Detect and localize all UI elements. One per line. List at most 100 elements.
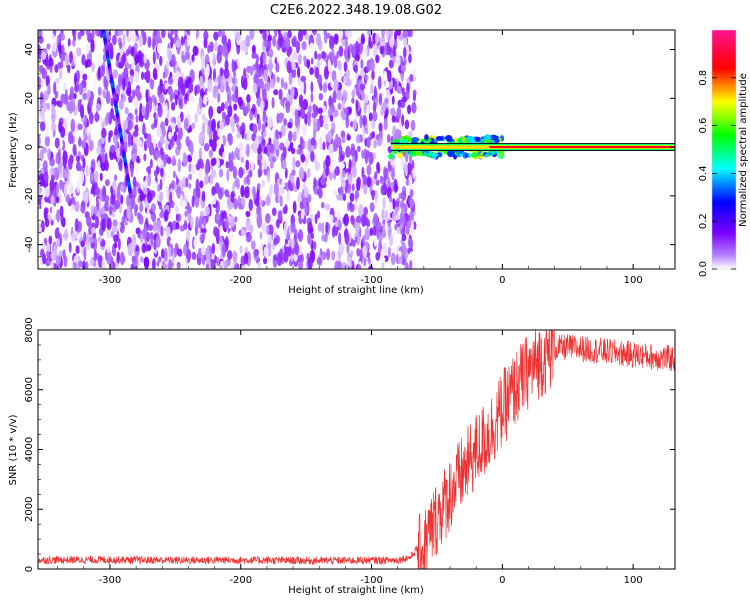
spectrogram-noise-cell xyxy=(249,110,253,121)
figure-title: C2E6.2022.348.19.08.G02 xyxy=(270,3,442,18)
spectrogram-noise-cell xyxy=(261,221,268,234)
spectrogram-noise-cell xyxy=(348,158,352,173)
spectrogram-noise-cell xyxy=(394,30,398,41)
spectrogram-noise-cell xyxy=(168,246,172,259)
tone-blob xyxy=(494,138,500,143)
spectrogram-noise-cell xyxy=(201,113,206,121)
spectrogram-noise-cell xyxy=(195,216,200,228)
spectrogram-noise-cell xyxy=(274,138,279,151)
spectrogram-noise-cell xyxy=(359,114,363,129)
spectrogram-noise-cell xyxy=(307,256,313,269)
spectrogram-noise-cell xyxy=(88,96,93,109)
spectrogram-x-label: Height of straight line (km) xyxy=(288,285,424,296)
spectrogram-noise-cell xyxy=(369,57,374,71)
spectrogram-noise-cell xyxy=(159,191,163,204)
spectrogram-noise-cell xyxy=(297,194,302,204)
spectrogram-noise-cell xyxy=(311,30,316,34)
spectrogram-noise-cell xyxy=(266,225,270,236)
spectrogram-noise-cell xyxy=(130,241,136,251)
spectrogram-noise-cell xyxy=(106,245,111,254)
spectrogram-noise-cell xyxy=(388,59,394,69)
snr-frame xyxy=(37,329,676,570)
spectrogram-noise-cell xyxy=(222,151,225,159)
spectrogram-x-tick-label: -300 xyxy=(99,275,122,286)
spectrogram-noise-cell xyxy=(105,90,111,105)
spectrogram-noise-cell xyxy=(295,160,301,168)
spectrogram-noise-cell xyxy=(71,59,75,67)
spectrogram-noise-cell xyxy=(208,130,213,140)
tone-blob xyxy=(444,134,453,141)
spectrogram-noise-cell xyxy=(362,174,368,186)
spectrogram-noise-cell xyxy=(156,206,160,216)
spectrogram-noise-cell xyxy=(294,109,299,119)
spectrogram-noise-cell xyxy=(140,232,144,244)
spectrogram-noise-cell xyxy=(389,195,393,203)
spectrogram-noise-cell xyxy=(291,61,296,71)
spectrogram-noise-cell xyxy=(385,30,390,40)
spectrogram-noise-cell xyxy=(218,147,223,156)
spectrogram-noise-cell xyxy=(71,99,76,112)
spectrogram-noise-cell xyxy=(132,176,137,188)
spectrogram-noise-cell xyxy=(86,231,90,244)
spectrogram-noise-cell xyxy=(79,104,85,119)
spectrogram-noise-cell xyxy=(83,231,87,243)
spectrogram-noise-cell xyxy=(57,161,63,174)
spectrogram-noise-cell xyxy=(226,168,230,182)
spectrogram-noise-cell xyxy=(39,148,45,162)
spectrogram-noise-cell xyxy=(311,112,317,119)
spectrogram-noise-cell xyxy=(113,234,119,243)
spectrogram-noise-cell xyxy=(375,179,380,186)
spectrogram-noise-cell xyxy=(202,94,208,106)
spectrogram-noise-cell xyxy=(291,169,296,176)
spectrogram-noise-cell xyxy=(252,186,256,197)
spectrogram-noise-cell xyxy=(175,70,181,78)
spectrogram-noise-cell xyxy=(130,46,135,57)
spectrogram-noise-cell xyxy=(382,196,386,210)
spectrogram-noise-cell xyxy=(201,227,207,234)
spectrogram-noise-cell xyxy=(356,197,362,204)
spectrogram-noise-cell xyxy=(170,54,176,68)
spectrogram-noise-cell xyxy=(240,39,247,52)
spectrogram-noise-cell xyxy=(234,262,238,269)
spectrogram-noise-cell xyxy=(297,229,304,243)
spectrogram-noise-cell xyxy=(132,89,136,99)
spectrogram-noise-cell xyxy=(38,64,44,74)
spectrogram-noise-cell xyxy=(331,226,336,238)
spectrogram-noise-cell xyxy=(306,151,312,162)
spectrogram-noise-cell xyxy=(376,196,381,208)
spectrogram-noise-cell xyxy=(78,260,84,268)
spectrogram-noise-cell xyxy=(225,80,229,93)
spectrogram-noise-cell xyxy=(380,248,384,262)
spectrogram-noise-cell xyxy=(205,63,210,78)
spectrogram-noise-cell xyxy=(329,97,334,105)
spectrogram-noise-cell xyxy=(395,200,400,208)
spectrogram-noise-cell xyxy=(157,104,163,118)
spectrogram-noise-cell xyxy=(352,118,357,131)
spectrogram-noise-cell xyxy=(83,246,87,261)
spectrogram-noise-cell xyxy=(90,173,94,182)
spectrogram-noise-cell xyxy=(134,205,138,217)
spectrogram-noise-cell xyxy=(392,44,396,57)
spectrogram-noise-cell xyxy=(328,35,335,50)
spectrogram-noise-cell xyxy=(84,61,88,68)
spectrogram-noise-cell xyxy=(362,235,366,245)
spectrogram-noise-cell xyxy=(134,70,140,84)
spectrogram-noise-cell xyxy=(409,73,414,82)
spectrogram-noise-cell xyxy=(175,213,179,222)
spectrogram-noise-cell xyxy=(97,30,101,38)
spectrogram-noise-cell xyxy=(249,65,254,76)
spectrogram-noise-cell xyxy=(319,82,323,92)
spectrogram-noise-cell xyxy=(381,30,386,39)
tone-blob xyxy=(411,136,420,143)
snr-y-tick-label: 6000 xyxy=(24,377,35,402)
spectrogram-noise-cell xyxy=(40,198,44,211)
spectrogram-noise-cell xyxy=(301,40,307,51)
spectrogram-noise-cell xyxy=(239,125,243,135)
spectrogram-noise-cell xyxy=(80,240,85,248)
spectrogram-noise-cell xyxy=(191,54,195,63)
spectrogram-noise-cell xyxy=(349,261,352,269)
spectrogram-noise-cell xyxy=(375,32,380,44)
spectrogram-noise-cell xyxy=(203,30,209,41)
spectrogram-noise-cell xyxy=(118,99,124,110)
spectrogram-noise-cell xyxy=(354,236,358,243)
